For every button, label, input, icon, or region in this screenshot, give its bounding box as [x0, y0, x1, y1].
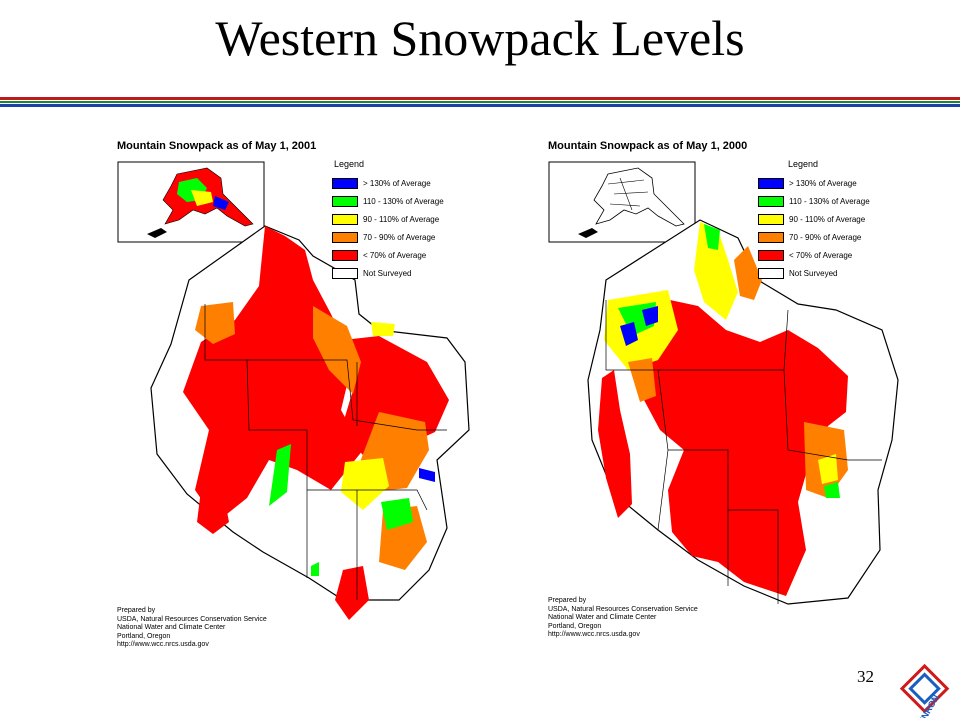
credit-line: USDA, Natural Resources Conservation Ser…	[548, 605, 698, 613]
legend-title-2001: Legend	[334, 159, 365, 169]
region-orange-north-2001	[313, 306, 361, 394]
slide-title: Western Snowpack Levels	[215, 10, 745, 66]
alaska-borders-2000	[607, 177, 649, 211]
legend-swatch	[758, 196, 784, 207]
map-canvas-2000	[548, 161, 899, 605]
legend-label: > 130% of Average	[363, 179, 431, 188]
alaska-blue-2001	[213, 196, 229, 210]
credit-line: Prepared by	[548, 597, 587, 604]
legend-label: 90 - 110% of Average	[363, 215, 440, 224]
region-green-west-2001	[269, 444, 291, 506]
legend-swatch	[758, 232, 784, 243]
legend-swatch	[332, 196, 358, 207]
snowpack-map-2000: Mountain Snowpack as of May 1, 2000 Lege…	[548, 130, 948, 670]
title-rule-green	[0, 101, 960, 103]
legend-swatch	[332, 250, 358, 261]
region-orange-north-2000	[734, 246, 762, 300]
alaska-islands-2001	[147, 228, 167, 238]
state-borders-2001	[204, 304, 447, 600]
alaska-yellow-2001	[191, 190, 213, 206]
region-yellow-north-2001	[371, 322, 395, 336]
credit-line: Portland, Oregon	[117, 632, 171, 640]
region-yellow-south-2000	[818, 454, 838, 484]
legend-label: > 130% of Average	[789, 179, 857, 188]
legend-swatch	[332, 214, 358, 225]
legend-swatch	[332, 178, 358, 189]
alaska-islands-2000	[578, 228, 598, 238]
region-yellow-south-2001	[341, 458, 389, 510]
snowpack-map-2001: Mountain Snowpack as of May 1, 2001 Lege…	[117, 130, 517, 670]
credits-2000: Prepared by USDA, Natural Resources Cons…	[548, 597, 698, 640]
region-red-main-2001	[183, 226, 363, 522]
legend-swatch	[332, 268, 358, 279]
legend-label: < 70% of Average	[363, 251, 427, 260]
legend-label: Not Surveyed	[363, 269, 412, 278]
credit-line: Prepared by	[117, 607, 156, 614]
credit-line: USDA, Natural Resources Conservation Ser…	[117, 615, 267, 623]
map-title-2001: Mountain Snowpack as of May 1, 2001	[117, 140, 317, 152]
legend-swatch	[332, 232, 358, 243]
credit-line: National Water and Climate Center	[548, 614, 657, 622]
legend-swatch	[758, 250, 784, 261]
region-blue-west2-2000	[642, 306, 658, 326]
legend-swatch	[758, 268, 784, 279]
legend-swatch	[758, 178, 784, 189]
legend-label: Not Surveyed	[789, 269, 838, 278]
alaska-shape-2000	[593, 167, 685, 227]
legend-label: 110 - 130% of Average	[363, 197, 444, 206]
credits-2001: Prepared by USDA, Natural Resources Cons…	[117, 607, 267, 650]
map-title-2000: Mountain Snowpack as of May 1, 2000	[548, 140, 748, 152]
title-rule-red	[0, 97, 960, 100]
region-blue-west-2000	[620, 322, 638, 346]
legend-label: 110 - 130% of Average	[789, 197, 870, 206]
region-blue-east-2001	[419, 468, 435, 482]
enron-logo: ENRON	[896, 662, 956, 723]
region-green-small-2001	[311, 562, 319, 576]
credit-line: http://www.wcc.nrcs.usda.gov	[548, 631, 640, 639]
legend-label: 70 - 90% of Average	[363, 233, 436, 242]
state-borders-2000	[605, 300, 882, 604]
map-canvas-2001	[117, 161, 470, 620]
credit-line: http://www.wcc.nrcs.usda.gov	[117, 641, 209, 649]
region-orange-west-2000	[628, 358, 656, 402]
legend-label: 90 - 110% of Average	[789, 215, 866, 224]
credit-line: Portland, Oregon	[548, 622, 602, 630]
page-number: 32	[857, 667, 874, 686]
legend-label: 70 - 90% of Average	[789, 233, 862, 242]
region-green-south-2000	[824, 482, 840, 498]
region-red-main-2000	[644, 300, 848, 596]
region-red-sierra-2001	[197, 480, 229, 534]
enron-logo-mark: ENRON	[899, 663, 950, 723]
region-yellow-north-2000	[694, 222, 738, 320]
credit-line: National Water and Climate Center	[117, 624, 226, 632]
region-green-south-2001	[381, 498, 413, 530]
legend-swatch	[758, 214, 784, 225]
region-red-coast-2000	[598, 370, 632, 518]
legend-label: < 70% of Average	[789, 251, 853, 260]
title-rule-blue	[0, 104, 960, 107]
region-green-north-2000	[704, 224, 720, 250]
region-red-south-2001	[335, 566, 369, 620]
legend-title-2000: Legend	[788, 159, 819, 169]
